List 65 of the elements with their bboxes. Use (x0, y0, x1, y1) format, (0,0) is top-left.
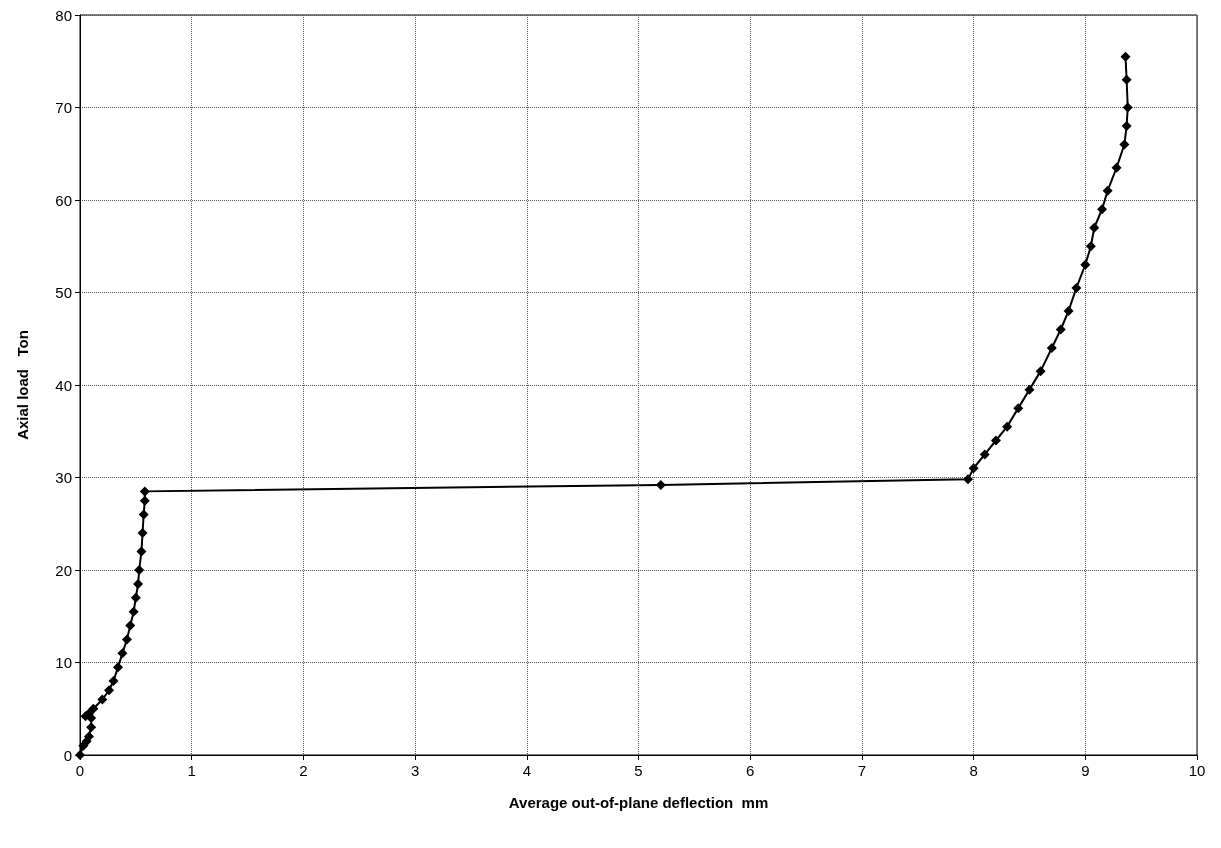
x-tick-label: 3 (410, 762, 420, 779)
x-tick-label: 0 (75, 762, 85, 779)
x-axis-title: Average out-of-plane deflection mm (508, 794, 769, 811)
point (139, 495, 150, 506)
point (1024, 384, 1035, 395)
y-tick-label: 10 (55, 654, 72, 671)
point (1013, 403, 1024, 414)
y-tick-label: 60 (55, 191, 72, 209)
point (139, 486, 150, 497)
x-tick-label: 9 (1081, 762, 1090, 779)
point (128, 606, 139, 617)
point (138, 509, 149, 520)
point (1111, 162, 1122, 173)
point (1122, 102, 1133, 113)
point (655, 479, 666, 490)
x-tick-label: 8 (969, 762, 978, 779)
point (86, 722, 97, 733)
x-tick-label: 10 (1188, 762, 1206, 779)
point (97, 694, 108, 705)
x-tick-label: 7 (857, 762, 867, 779)
x-tick-label: 4 (522, 762, 531, 779)
y-tick-label: 0 (63, 746, 72, 764)
point (1071, 282, 1082, 293)
point (88, 703, 99, 714)
point (1102, 185, 1113, 196)
point (963, 474, 974, 485)
point (136, 546, 147, 557)
point (1046, 343, 1057, 353)
point (130, 592, 141, 603)
y-axis-title: Axial load Ton (14, 330, 31, 440)
point (979, 449, 990, 460)
point (1002, 421, 1013, 432)
y-tick-label: 70 (55, 99, 72, 116)
point (1035, 366, 1046, 377)
point (137, 528, 148, 538)
y-tick-label: 50 (55, 284, 72, 301)
point (1121, 74, 1132, 85)
y-tick-label: 30 (55, 469, 72, 486)
point (1089, 222, 1100, 233)
point (75, 750, 85, 760)
point (125, 620, 136, 631)
point (1080, 259, 1091, 270)
point (1063, 306, 1074, 316)
point (1055, 324, 1066, 335)
y-tick-label: 40 (55, 376, 72, 394)
point (968, 463, 979, 474)
point (134, 565, 145, 575)
point (1120, 51, 1131, 62)
point (121, 634, 132, 645)
y-tick-label: 80 (55, 6, 72, 24)
y-tick-label: 20 (55, 561, 72, 579)
point (133, 578, 144, 589)
point (1121, 121, 1132, 131)
point (990, 435, 1001, 446)
x-tick-label: 6 (746, 762, 755, 779)
point (108, 676, 119, 686)
x-tick-label: 5 (634, 762, 643, 779)
point (117, 648, 128, 659)
point (1085, 241, 1096, 252)
x-tick-label: 2 (299, 762, 308, 779)
point (1119, 139, 1130, 150)
point (112, 662, 123, 673)
x-tick-label: 1 (187, 762, 196, 779)
point (104, 685, 115, 696)
point (1097, 204, 1108, 215)
